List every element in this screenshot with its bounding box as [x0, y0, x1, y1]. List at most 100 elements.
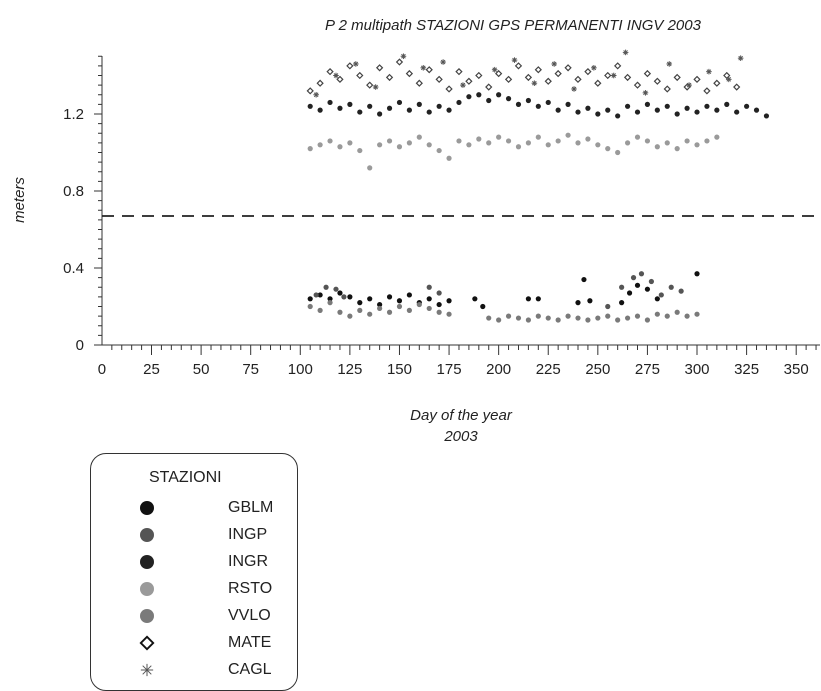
data-point-rsto	[634, 134, 641, 140]
data-point-cagl	[622, 49, 629, 56]
data-point-cagl	[531, 80, 538, 86]
data-point-mate	[326, 68, 334, 76]
data-point-rsto	[644, 138, 651, 144]
data-point-mate	[375, 64, 384, 72]
data-point-vvlo	[565, 313, 571, 319]
data-point-mate	[455, 68, 463, 76]
data-point-cagl	[642, 90, 649, 96]
data-point-gblm	[581, 276, 587, 283]
data-point-gblm	[357, 300, 363, 306]
data-point-rsto	[307, 146, 313, 152]
data-point-rsto	[426, 142, 432, 148]
x-tick-label: 25	[143, 361, 160, 378]
data-point-ingp	[668, 284, 674, 290]
data-point-ingr	[446, 107, 452, 113]
data-point-vvlo	[347, 313, 353, 319]
data-point-mate	[703, 87, 711, 95]
data-point-gblm	[396, 298, 403, 304]
data-point-rsto	[436, 147, 442, 154]
data-point-vvlo	[634, 313, 641, 319]
data-point-gblm	[626, 290, 633, 296]
data-point-mate	[425, 66, 433, 74]
data-point-ingr	[496, 92, 502, 98]
data-point-ingr	[714, 107, 720, 113]
data-point-ingr	[724, 101, 730, 107]
x-tick-label: 350	[784, 361, 809, 378]
data-point-mate	[475, 71, 483, 80]
chart-title: P 2 multipath STAZIONI GPS PERMANENTI IN…	[325, 17, 702, 34]
data-point-mate	[306, 87, 314, 95]
data-point-vvlo	[416, 301, 422, 308]
data-point-vvlo	[545, 315, 551, 321]
data-point-ingr	[515, 101, 522, 107]
data-point-vvlo	[575, 315, 581, 321]
data-point-ingp	[436, 290, 442, 296]
data-point-rsto	[545, 142, 551, 148]
data-point-rsto	[327, 138, 333, 144]
data-point-mate	[405, 69, 414, 78]
data-point-cagl	[591, 65, 597, 71]
data-point-rsto	[674, 146, 680, 152]
x-tick-label: 50	[193, 361, 210, 378]
data-point-ingr	[654, 107, 660, 113]
legend-symbol-vvlo	[140, 609, 154, 623]
data-point-vvlo	[317, 307, 323, 313]
y-axis-label: meters	[11, 177, 28, 223]
data-point-ingp	[638, 271, 645, 277]
data-point-rsto	[416, 134, 422, 140]
data-point-ingp	[630, 275, 637, 281]
data-point-ingr	[595, 111, 601, 117]
data-point-mate	[504, 75, 513, 83]
data-point-gblm	[575, 300, 581, 306]
data-point-vvlo	[605, 313, 611, 319]
data-point-rsto	[704, 138, 710, 144]
data-point-gblm	[377, 301, 383, 308]
data-point-mate	[316, 79, 324, 87]
legend-label: CAGL	[228, 661, 272, 678]
data-point-rsto	[347, 140, 353, 146]
data-point-rsto	[357, 147, 363, 154]
data-point-ingr	[367, 103, 373, 109]
data-point-mate	[514, 62, 523, 70]
data-point-mate	[693, 75, 701, 83]
data-point-rsto	[684, 138, 690, 144]
data-point-mate	[723, 71, 731, 80]
series-ingr	[307, 92, 770, 119]
data-point-mate	[494, 69, 503, 78]
data-point-rsto	[555, 138, 561, 144]
data-point-mate	[395, 58, 404, 66]
data-points	[306, 49, 770, 323]
data-point-rsto	[456, 138, 462, 144]
data-point-gblm	[480, 303, 486, 310]
data-point-vvlo	[525, 317, 532, 323]
data-point-mate	[554, 69, 562, 78]
data-point-ingr	[406, 107, 412, 113]
data-point-rsto	[615, 149, 621, 156]
data-point-gblm	[619, 300, 625, 306]
data-point-vvlo	[436, 309, 442, 315]
data-point-vvlo	[327, 300, 333, 306]
series-gblm	[307, 271, 700, 310]
data-point-vvlo	[624, 315, 631, 321]
data-point-rsto	[406, 140, 412, 146]
data-point-cagl	[551, 61, 557, 67]
data-point-ingr	[377, 111, 383, 117]
data-point-vvlo	[585, 317, 591, 323]
x-tick-label: 325	[734, 361, 759, 378]
data-point-rsto	[585, 136, 591, 142]
data-point-ingr	[357, 109, 363, 115]
data-point-gblm	[367, 296, 373, 302]
data-point-mate	[485, 83, 493, 91]
data-point-rsto	[565, 132, 571, 138]
data-point-ingr	[396, 99, 403, 106]
data-point-ingr	[456, 99, 462, 106]
data-point-ingr	[555, 107, 561, 113]
x-axis-year-label: 2003	[443, 428, 478, 445]
data-point-ingr	[545, 99, 551, 106]
series-mate	[306, 58, 741, 95]
data-point-ingr	[644, 101, 651, 107]
data-point-vvlo	[615, 317, 621, 323]
data-point-gblm	[644, 286, 651, 292]
data-point-ingp	[426, 284, 432, 290]
x-tick-label: 150	[387, 361, 412, 378]
